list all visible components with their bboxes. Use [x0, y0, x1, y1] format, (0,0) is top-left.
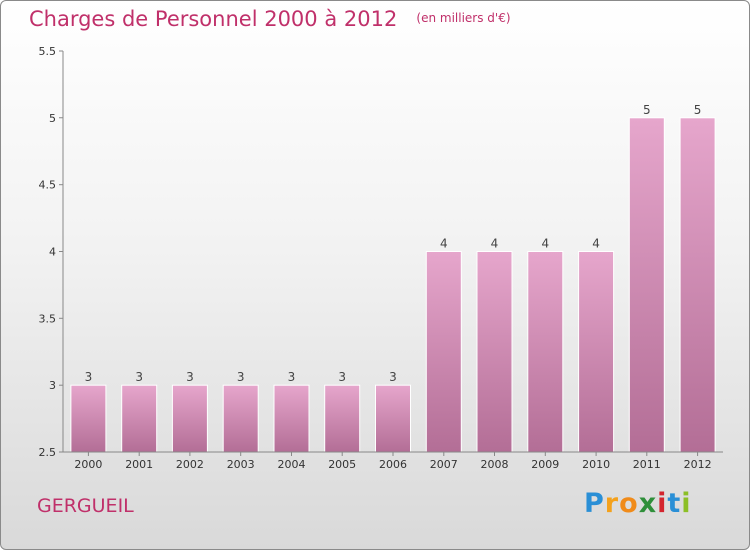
- y-tick-label-5: 5: [49, 112, 56, 125]
- bar-2002: [171, 384, 208, 453]
- bar-2008: [476, 251, 513, 453]
- x-tick-label-2002: 2002: [176, 458, 204, 471]
- brand-letter: i: [681, 488, 692, 519]
- x-tick-label-2011: 2011: [633, 458, 661, 471]
- labels-group: 3 2000 3 2001 3 2002 3 2003 3 2004 3 2005 3 2006 4 2007…: [39, 45, 712, 471]
- x-tick-label-2009: 2009: [531, 458, 559, 471]
- brand-letter: t: [667, 488, 682, 519]
- x-tick-label-2000: 2000: [74, 458, 102, 471]
- bar-2004: [273, 384, 310, 453]
- data-label-2006: 3: [389, 370, 397, 384]
- bar-2011: [628, 117, 665, 453]
- bar-2003: [222, 384, 259, 453]
- bar-2005: [324, 384, 361, 453]
- bar-2009: [527, 251, 564, 453]
- data-label-2000: 3: [85, 370, 93, 384]
- x-tick-label-2007: 2007: [430, 458, 458, 471]
- data-label-2002: 3: [186, 370, 194, 384]
- data-label-2012: 5: [694, 103, 702, 117]
- data-label-2009: 4: [541, 237, 549, 251]
- chart-title-row: Charges de Personnel 2000 à 2012 (en mil…: [29, 7, 511, 31]
- chart-title: Charges de Personnel 2000 à 2012: [29, 7, 398, 31]
- x-tick-label-2008: 2008: [481, 458, 509, 471]
- x-tick-label-2003: 2003: [227, 458, 255, 471]
- y-tick-label-4: 4: [49, 246, 56, 259]
- y-tick-label-5.5: 5.5: [39, 45, 57, 58]
- axes-group: [59, 50, 723, 456]
- y-tick-label-3: 3: [49, 379, 56, 392]
- y-tick-label-4.5: 4.5: [39, 179, 57, 192]
- x-tick-label-2005: 2005: [328, 458, 356, 471]
- data-label-2005: 3: [338, 370, 346, 384]
- brand-letter: i: [657, 488, 668, 519]
- y-tick-label-2.5: 2.5: [39, 446, 57, 459]
- brand-letter: o: [619, 488, 639, 519]
- chart-subtitle: (en milliers d'€): [416, 11, 511, 25]
- brand-logo[interactable]: Proxiti: [584, 488, 692, 519]
- data-label-2001: 3: [135, 370, 143, 384]
- brand-letter: r: [604, 488, 620, 519]
- bar-2000: [70, 384, 107, 453]
- data-label-2003: 3: [237, 370, 245, 384]
- x-tick-label-2001: 2001: [125, 458, 153, 471]
- data-label-2008: 4: [491, 237, 499, 251]
- commune-name: GERGUEIL: [37, 495, 134, 517]
- data-label-2011: 5: [643, 103, 651, 117]
- y-tick-label-3.5: 3.5: [39, 312, 57, 325]
- bars-group: [70, 117, 716, 453]
- bar-2006: [375, 384, 411, 453]
- bar-2001: [121, 384, 158, 453]
- brand-letter: x: [638, 488, 658, 519]
- x-tick-label-2010: 2010: [582, 458, 610, 471]
- x-tick-label-2004: 2004: [278, 458, 306, 471]
- bar-2007: [425, 251, 462, 453]
- x-tick-label-2012: 2012: [684, 458, 712, 471]
- bar-2012: [679, 117, 716, 453]
- data-label-2004: 3: [288, 370, 296, 384]
- brand-letter: P: [584, 488, 605, 519]
- data-label-2010: 4: [592, 237, 600, 251]
- bar-2010: [578, 251, 615, 453]
- data-label-2007: 4: [440, 237, 448, 251]
- x-tick-label-2006: 2006: [379, 458, 407, 471]
